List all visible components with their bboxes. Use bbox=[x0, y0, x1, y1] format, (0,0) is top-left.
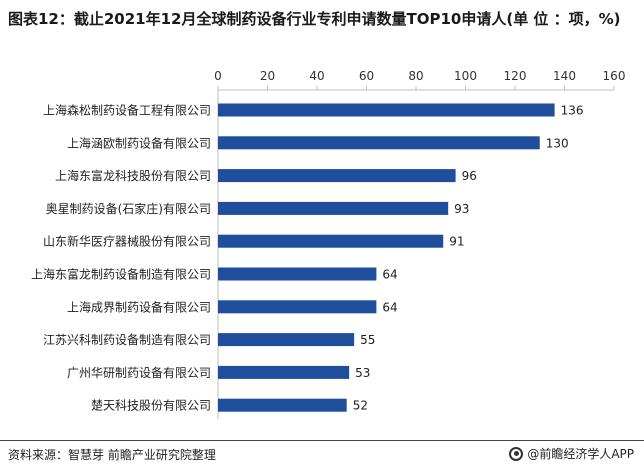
bar bbox=[218, 398, 347, 412]
x-tick-label: 0 bbox=[214, 69, 222, 83]
x-tick-label: 20 bbox=[260, 69, 275, 83]
brand-logo-icon bbox=[509, 446, 524, 461]
bar-chart: 0 20 40 60 80 100 120 140 160 上海森松制药设备工程有限公司 136 上海… bbox=[31, 69, 626, 420]
category-label: 上海成界制药设备有限公司 bbox=[67, 299, 211, 314]
value-label: 64 bbox=[382, 268, 397, 282]
brand-logo: @前瞻经济学人APP bbox=[509, 445, 634, 462]
category-label: 上海东富龙科技股份有限公司 bbox=[55, 168, 211, 183]
category-label: 上海涵欧制药设备有限公司 bbox=[67, 135, 211, 150]
category-label: 楚天科技股份有限公司 bbox=[91, 399, 211, 413]
bar bbox=[218, 136, 540, 150]
value-label: 52 bbox=[353, 399, 368, 413]
footer: 资料来源：智慧芽 前瞻产业研究院整理 @前瞻经济学人APP bbox=[0, 440, 644, 467]
x-tick-label: 120 bbox=[504, 69, 527, 83]
category-label: 上海东富龙制药设备制造有限公司 bbox=[31, 267, 211, 282]
bar bbox=[218, 234, 444, 248]
value-label: 55 bbox=[360, 333, 375, 347]
bar bbox=[218, 201, 449, 215]
value-label: 130 bbox=[546, 136, 569, 150]
category-label: 广州华研制药设备有限公司 bbox=[67, 366, 211, 380]
bar bbox=[218, 169, 456, 183]
brand-logo-text: @前瞻经济学人APP bbox=[527, 447, 634, 461]
x-tick-label: 100 bbox=[454, 69, 477, 83]
source-note: 资料来源：智慧芽 前瞻产业研究院整理 bbox=[8, 448, 216, 462]
bar bbox=[218, 267, 377, 281]
value-label: 53 bbox=[355, 366, 370, 380]
x-tick-label: 80 bbox=[408, 69, 423, 83]
x-tick-label: 60 bbox=[359, 69, 374, 83]
x-tick-label: 40 bbox=[309, 69, 324, 83]
category-label: 奥星制药设备(石家庄)有限公司 bbox=[46, 201, 211, 216]
value-label: 136 bbox=[561, 104, 584, 118]
x-tick-label: 140 bbox=[553, 69, 576, 83]
x-tick-label: 160 bbox=[603, 69, 626, 83]
category-label: 山东新华医疗器械股份有限公司 bbox=[43, 234, 211, 249]
bar bbox=[218, 333, 355, 347]
value-label: 93 bbox=[454, 202, 469, 216]
bar bbox=[218, 300, 377, 314]
bar bbox=[218, 103, 555, 117]
value-label: 96 bbox=[462, 169, 477, 183]
category-label: 上海森松制药设备工程有限公司 bbox=[43, 103, 211, 118]
category-label: 江苏兴科制药设备制造有限公司 bbox=[43, 333, 211, 347]
chart-title: 图表12：截止2021年12月全球制药设备行业专利申请数量TOP10申请人(单 … bbox=[8, 10, 621, 28]
value-label: 64 bbox=[382, 300, 397, 314]
value-label: 91 bbox=[449, 235, 464, 249]
bar bbox=[218, 365, 350, 379]
